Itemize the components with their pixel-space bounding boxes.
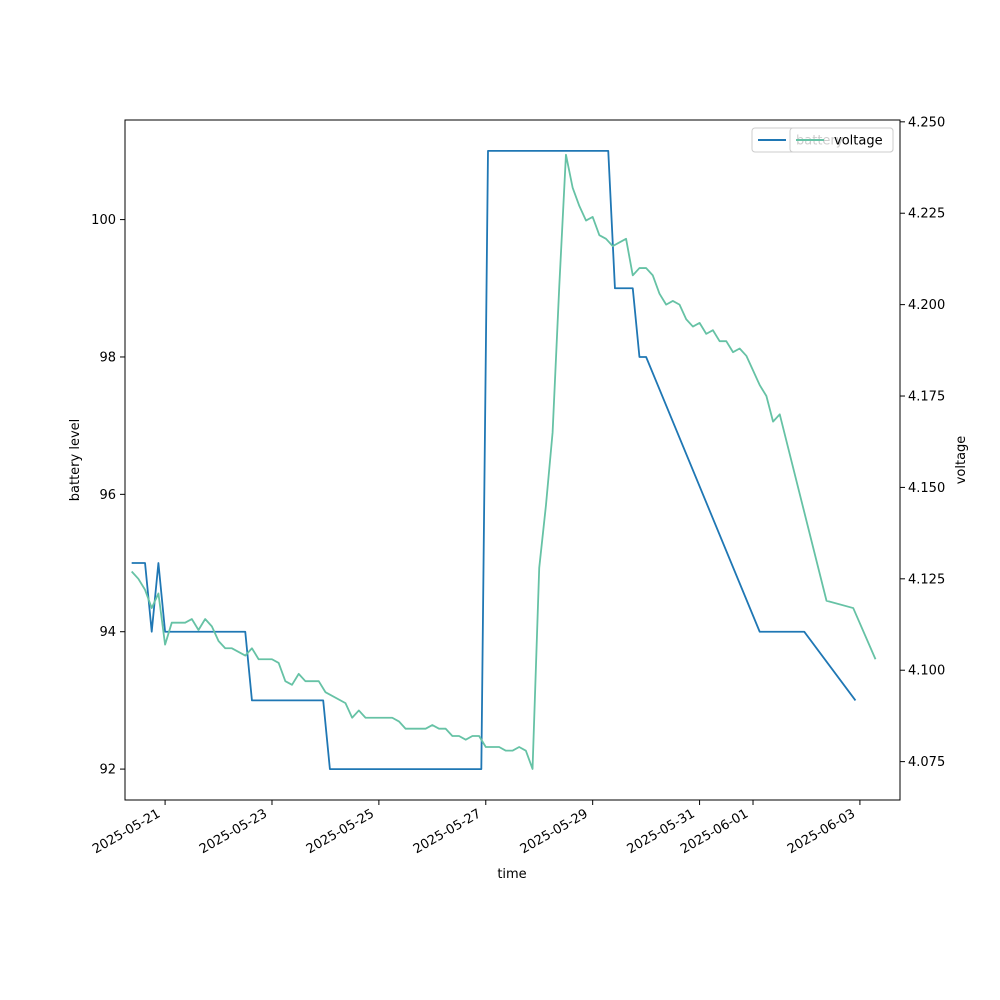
y2-tick-label: 4.200 — [908, 298, 945, 313]
series-layer — [131, 150, 877, 770]
series-line-voltage — [131, 153, 877, 770]
y-axis-label: battery level — [68, 419, 83, 502]
legend-box — [789, 127, 894, 153]
x-axis-label: time — [497, 867, 526, 882]
series-line-battery — [131, 150, 857, 770]
y-tick-label: 100 — [91, 213, 116, 228]
y2-tick-label: 4.075 — [908, 755, 945, 770]
y-axis-left: 92 94 96 98 100 — [91, 213, 125, 778]
y2-tick-label: 4.175 — [908, 390, 945, 405]
y2-tick-label: 4.250 — [908, 115, 945, 130]
y-tick-label: 98 — [99, 350, 116, 365]
y2-tick-label: 4.125 — [908, 572, 945, 587]
y-tick-label: 96 — [99, 488, 116, 503]
plot-frame — [124, 119, 901, 801]
y2-tick-label: 4.225 — [908, 207, 945, 222]
legend-label-voltage: voltage — [834, 134, 883, 149]
y-tick-label: 92 — [99, 763, 116, 778]
legend-layer: batteryvoltage — [751, 127, 894, 153]
y-tick-label: 94 — [99, 625, 116, 640]
y2-tick-label: 4.100 — [908, 664, 945, 679]
y2-tick-label: 4.150 — [908, 481, 945, 496]
y2-axis-label: voltage — [954, 436, 969, 485]
y-axis-right: 4.075 4.100 4.125 4.150 4.175 4.200 4.225 4.250 — [900, 115, 945, 770]
